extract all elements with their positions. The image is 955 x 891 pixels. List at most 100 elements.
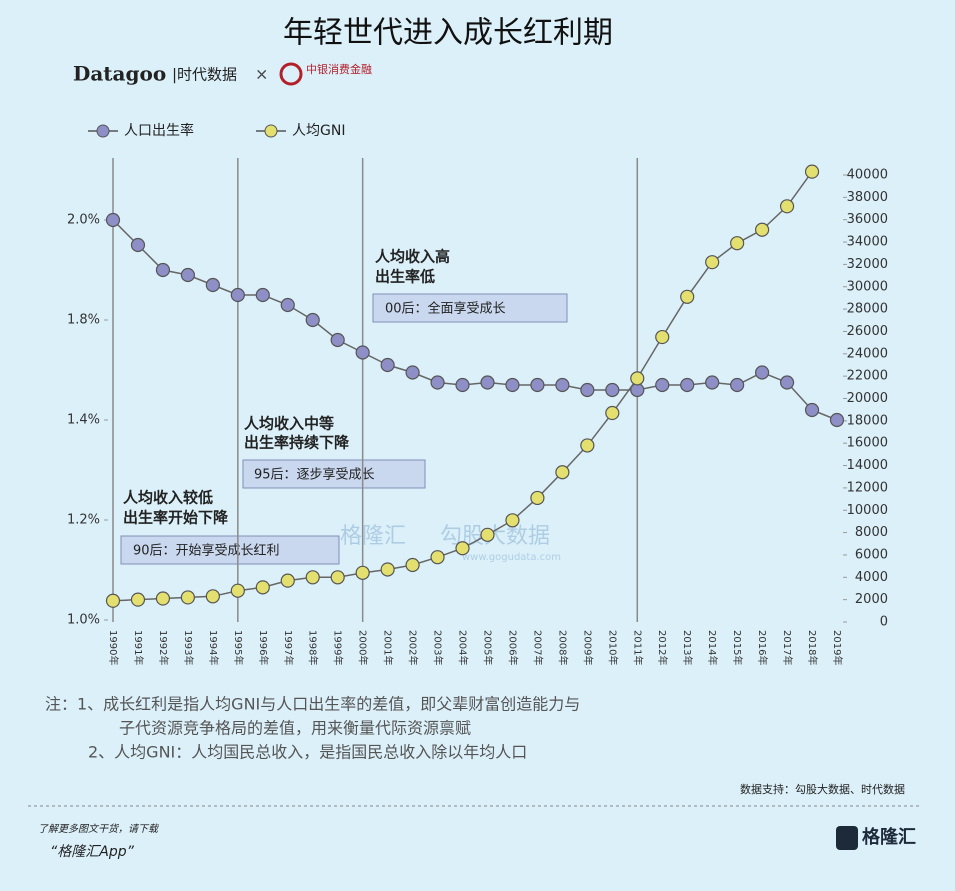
x-tick-label: 2003年 (432, 630, 445, 665)
x-tick-label: 2017年 (781, 630, 794, 665)
legend-label: 人均GNI (292, 123, 345, 139)
data-point (680, 289, 695, 304)
note: 注：1、成长红利是指人均GNI与人口出生率的差值，即父辈财富创造能力与 (45, 695, 580, 714)
x-tick-label: 2018年 (806, 630, 819, 665)
x-tick-label: 2006年 (506, 630, 519, 665)
data-point (305, 312, 320, 328)
x-tick-label: 2009年 (581, 630, 594, 665)
y2-tick-label: 36000 (847, 212, 888, 227)
annotation-box (242, 459, 426, 489)
data-point (555, 377, 570, 393)
y2-tick-label: 10000 (847, 503, 888, 518)
x-tick-label: 2016年 (756, 630, 769, 665)
source: 数据支持：勾股大数据、时代数据 (740, 782, 905, 796)
data-point (130, 237, 146, 253)
data-point (480, 375, 495, 390)
x-tick-label: 1998年 (307, 630, 320, 665)
footer-logo: 格隆汇 (862, 826, 916, 848)
data-point (280, 297, 295, 313)
watermark-text: 格隆汇 (340, 524, 406, 549)
x-tick-label: 2014年 (706, 630, 719, 665)
data-point (305, 570, 320, 585)
y2-tick-label: 6000 (855, 547, 888, 562)
x-tick-label: 1995年 (232, 630, 245, 665)
data-point (255, 287, 270, 303)
y2-tick-label: 38000 (847, 190, 888, 205)
x-tick-label: 2008年 (556, 630, 569, 665)
y-tick-label: 2.0% (67, 213, 100, 228)
annotation-box-text: 95后：逐步享受成长 (254, 467, 375, 483)
data-point (205, 277, 220, 293)
y2-tick-label: 18000 (847, 413, 888, 428)
brand-cn: |时代数据 (172, 66, 237, 84)
x-tick-label: 2012年 (656, 630, 669, 665)
annotation: 人均收入较低 (123, 489, 213, 507)
annotation: 人均收入高 (375, 248, 450, 266)
data-point (530, 490, 545, 506)
x-tick-label: 2002年 (407, 630, 420, 665)
annotation: 出生率持续下降 (244, 434, 350, 452)
data-point (530, 377, 545, 393)
data-point (480, 527, 495, 542)
x-tick-label: 1990年 (107, 630, 120, 665)
annotation-box-text: 00后：全面享受成长 (385, 301, 506, 317)
chart-title: 年轻世代进入成长红利期 (283, 16, 613, 51)
data-point (580, 382, 595, 398)
data-point (705, 255, 720, 270)
x-tick-label: 2010年 (606, 630, 619, 665)
data-point (230, 583, 245, 598)
data-point (355, 565, 370, 580)
y2-tick-label: 40000 (847, 168, 888, 183)
data-point (405, 557, 420, 573)
note: 2、人均GNI：人均国民总收入，是指国民总收入除以年均人口 (88, 743, 527, 762)
data-point (355, 345, 370, 360)
data-point (680, 377, 695, 393)
y2-tick-label: 8000 (855, 525, 888, 540)
x-tick-label: 2011年 (631, 630, 644, 665)
data-point (605, 405, 620, 421)
x-tick-label: 2005年 (481, 630, 494, 665)
footer-text: 了解更多图文干货，请下载 (38, 823, 160, 835)
watermark-text: www.gogudata.com (462, 552, 561, 563)
legend-marker (264, 124, 278, 138)
watermark: 格隆汇 勾股大数据 www.gogudata.com (340, 524, 561, 563)
data-point (280, 573, 295, 588)
annotation: 出生率低 (375, 268, 435, 286)
data-point (155, 262, 171, 278)
y-tick-label: 1.4% (67, 413, 100, 428)
data-point (205, 589, 220, 604)
footer-logo-icon (836, 826, 858, 850)
partner-logo (279, 62, 303, 86)
data-point (655, 329, 670, 345)
data-point (380, 562, 395, 577)
y2-tick-label: 16000 (847, 436, 888, 451)
data-point (405, 365, 420, 380)
footer-app: “格隆汇App” (50, 844, 135, 860)
data-point (730, 236, 745, 251)
data-point (255, 580, 270, 595)
data-point (330, 332, 345, 348)
y2-tick-label: 24000 (847, 346, 888, 361)
x-tick-label: 1996年 (257, 630, 270, 665)
x-tick-label: 2019年 (831, 630, 844, 665)
y2-tick-label: 30000 (847, 279, 888, 294)
data-point (804, 402, 820, 418)
data-point (755, 222, 770, 237)
y2-tick-label: 32000 (847, 257, 888, 272)
data-point (455, 377, 470, 393)
annotation: 出生率开始下降 (123, 509, 229, 527)
y2-tick-label: 28000 (847, 302, 888, 317)
y2-tick-label: 14000 (847, 458, 888, 473)
data-point (555, 465, 570, 480)
data-point (755, 365, 770, 380)
data-point (380, 357, 395, 373)
data-point (580, 438, 595, 453)
data-point (655, 377, 670, 393)
data-point (505, 513, 520, 528)
data-point (155, 591, 171, 606)
data-point (804, 164, 820, 179)
data-point (105, 212, 121, 228)
x-tick-label: 2007年 (531, 630, 544, 665)
